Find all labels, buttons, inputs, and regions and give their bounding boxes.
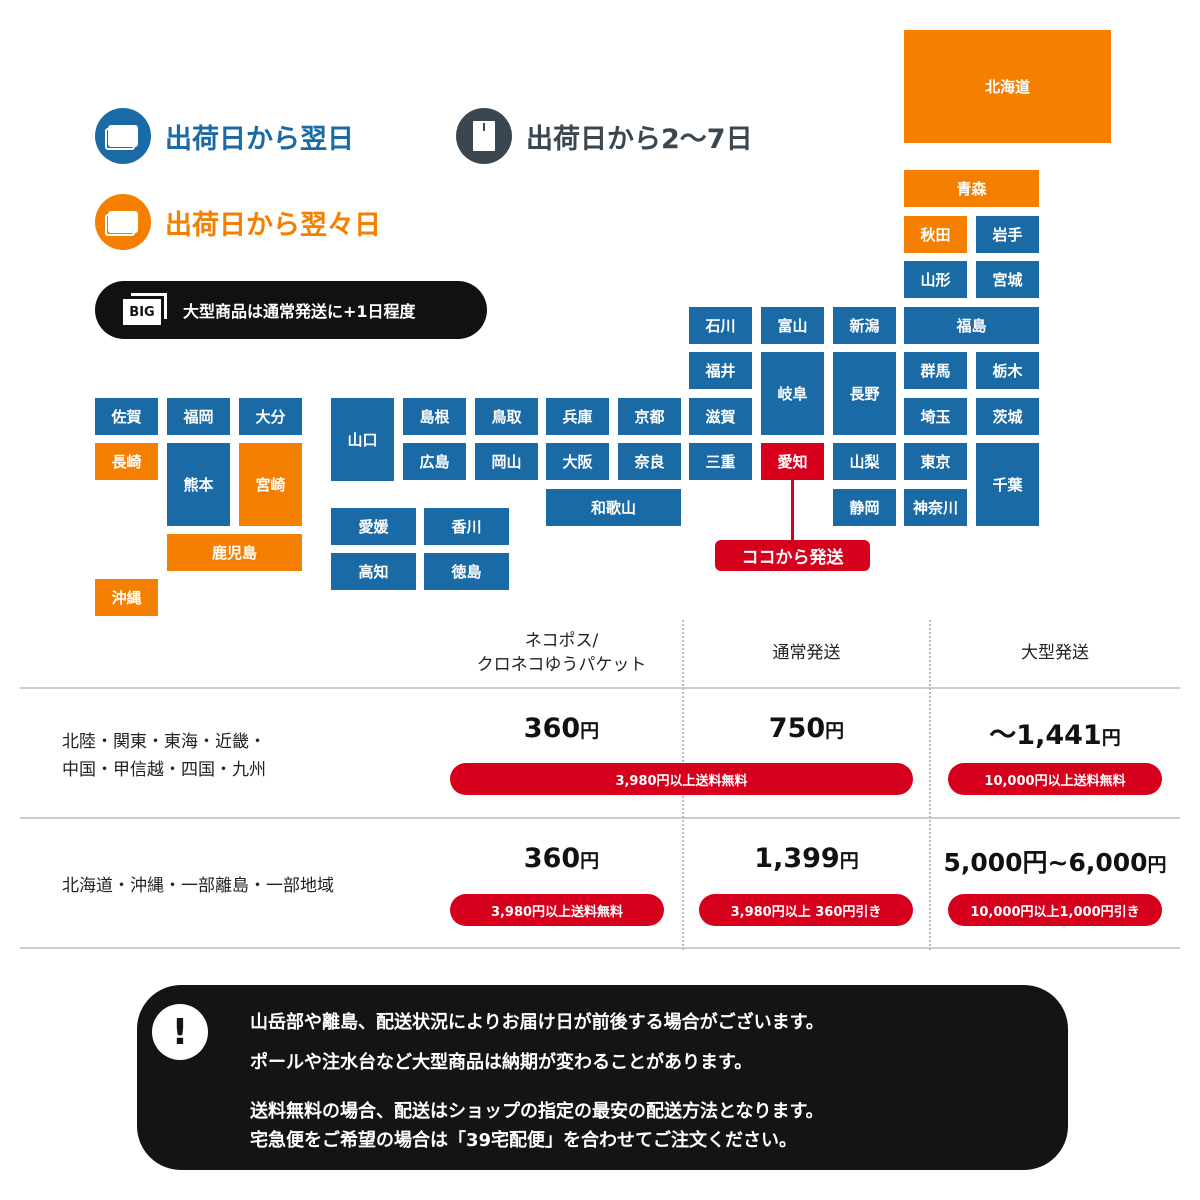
pref-kagawa: 香川 bbox=[424, 508, 509, 545]
pref-akita: 秋田 bbox=[904, 216, 967, 253]
pref-nagano: 長野 bbox=[833, 352, 896, 435]
pref-ishikawa: 石川 bbox=[689, 307, 752, 344]
pref-yamagata: 山形 bbox=[904, 261, 967, 298]
pref-chiba: 千葉 bbox=[976, 443, 1039, 526]
divider bbox=[20, 687, 1180, 689]
row-label-mainland: 北陸・関東・東海・近畿・ 中国・甲信越・四国・九州 bbox=[62, 732, 266, 781]
divider bbox=[20, 947, 1180, 949]
free-shipping-badge: 3,980円以上送料無料 bbox=[450, 894, 664, 926]
legend-two-to-seven: 出荷日から2〜7日 bbox=[456, 108, 753, 164]
pref-miyazaki: 宮崎 bbox=[239, 443, 302, 526]
big-item-note: BIG 大型商品は通常発送に+1日程度 bbox=[95, 281, 487, 339]
notice-line: 山岳部や離島、配送状況によりお届け日が前後する場合がございます。 bbox=[250, 1012, 824, 1033]
pref-tottori: 鳥取 bbox=[475, 398, 538, 435]
box-icon bbox=[95, 194, 151, 250]
notice-line: ポールや注水台など大型商品は納期が変わることがあります。 bbox=[250, 1052, 753, 1073]
pref-nagasaki: 長崎 bbox=[95, 443, 158, 480]
pref-nara: 奈良 bbox=[618, 443, 681, 480]
pref-fukui: 福井 bbox=[689, 352, 752, 389]
price-standard: 1,399円 bbox=[754, 843, 859, 874]
notice-box bbox=[137, 985, 1068, 1170]
pref-kochi: 高知 bbox=[331, 553, 416, 590]
pref-gunma: 群馬 bbox=[904, 352, 967, 389]
pref-okinawa: 沖縄 bbox=[95, 579, 158, 616]
legend-label: 出荷日から翌日 bbox=[165, 123, 354, 155]
free-shipping-badge: 10,000円以上送料無料 bbox=[948, 763, 1162, 795]
exclamation-icon: ! bbox=[152, 1004, 208, 1060]
legend-two-days: 出荷日から翌々日 bbox=[95, 194, 381, 250]
discount-badge: 3,980円以上 360円引き bbox=[699, 894, 913, 926]
price-large: 〜1,441円 bbox=[989, 720, 1121, 751]
pref-tokushima: 徳島 bbox=[424, 553, 509, 590]
pref-yamanashi: 山梨 bbox=[833, 443, 896, 480]
pref-ibaraki: 茨城 bbox=[976, 398, 1039, 435]
discount-badge: 10,000円以上1,000円引き bbox=[948, 894, 1162, 926]
pref-mie: 三重 bbox=[689, 443, 752, 480]
header-nekopos: ネコポス/ クロネコゆうパケット bbox=[476, 631, 647, 675]
row-label-remote: 北海道・沖縄・一部離島・一部地域 bbox=[62, 876, 334, 896]
pref-niigata: 新潟 bbox=[833, 307, 896, 344]
pref-oita: 大分 bbox=[239, 398, 302, 435]
pref-iwate: 岩手 bbox=[976, 216, 1039, 253]
pref-wakayama: 和歌山 bbox=[546, 489, 681, 526]
pref-hiroshima: 広島 bbox=[403, 443, 466, 480]
pref-toyama: 富山 bbox=[761, 307, 824, 344]
box-icon bbox=[95, 108, 151, 164]
price-nekopos: 360円 bbox=[523, 713, 600, 744]
pref-aichi: 愛知 bbox=[761, 443, 824, 480]
pref-fukuoka: 福岡 bbox=[167, 398, 230, 435]
envelope-icon bbox=[456, 108, 512, 164]
price-standard: 750円 bbox=[768, 713, 845, 744]
pref-aomori: 青森 bbox=[904, 170, 1039, 207]
pref-tokyo: 東京 bbox=[904, 443, 967, 480]
pref-hyogo: 兵庫 bbox=[546, 398, 609, 435]
pref-gifu: 岐阜 bbox=[761, 352, 824, 435]
pref-hokkaido: 北海道 bbox=[904, 30, 1111, 143]
pref-saitama: 埼玉 bbox=[904, 398, 967, 435]
pref-kagoshima: 鹿児島 bbox=[167, 534, 302, 571]
pref-fukushima: 福島 bbox=[904, 307, 1039, 344]
pref-okayama: 岡山 bbox=[475, 443, 538, 480]
pref-ehime: 愛媛 bbox=[331, 508, 416, 545]
origin-connector bbox=[791, 480, 794, 542]
big-box-icon: BIG bbox=[123, 293, 167, 327]
big-note-text: 大型商品は通常発送に+1日程度 bbox=[183, 302, 416, 321]
pref-kyoto: 京都 bbox=[618, 398, 681, 435]
legend-label: 出荷日から2〜7日 bbox=[526, 123, 753, 155]
notice-line: 送料無料の場合、配送はショップの指定の最安の配送方法となります。 bbox=[250, 1101, 824, 1122]
origin-label: ココから発送 bbox=[715, 540, 870, 571]
price-large: 5,000円~6,000円 bbox=[943, 848, 1167, 877]
divider bbox=[20, 817, 1180, 819]
pref-shizuoka: 静岡 bbox=[833, 489, 896, 526]
notice-line: 宅急便をご希望の場合は「39宅配便」を合わせてご注文ください。 bbox=[250, 1130, 798, 1151]
pref-shimane: 島根 bbox=[403, 398, 466, 435]
pref-kanagawa: 神奈川 bbox=[904, 489, 967, 526]
pref-shiga: 滋賀 bbox=[689, 398, 752, 435]
pref-tochigi: 栃木 bbox=[976, 352, 1039, 389]
pref-saga: 佐賀 bbox=[95, 398, 158, 435]
legend-label: 出荷日から翌々日 bbox=[165, 209, 381, 241]
header-standard: 通常発送 bbox=[772, 643, 841, 664]
legend-next-day: 出荷日から翌日 bbox=[95, 108, 354, 164]
pref-yamaguchi: 山口 bbox=[331, 398, 394, 481]
free-shipping-badge: 3,980円以上送料無料 bbox=[450, 763, 913, 795]
pref-kumamoto: 熊本 bbox=[167, 443, 230, 526]
price-nekopos: 360円 bbox=[523, 843, 600, 874]
big-badge: BIG bbox=[123, 299, 161, 325]
pref-osaka: 大阪 bbox=[546, 443, 609, 480]
header-large: 大型発送 bbox=[1021, 643, 1089, 664]
column-divider bbox=[929, 620, 931, 950]
pref-miyagi: 宮城 bbox=[976, 261, 1039, 298]
